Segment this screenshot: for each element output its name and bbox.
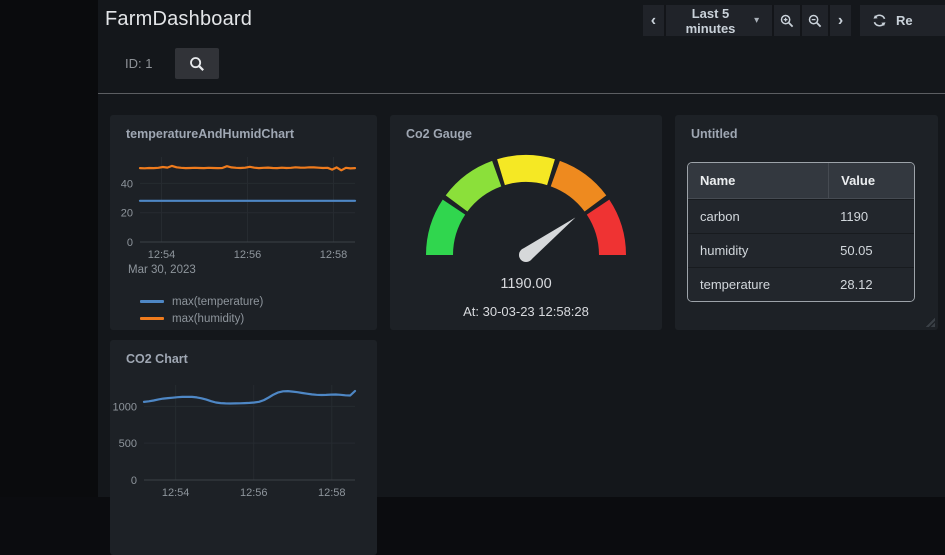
panel-title-temperature-humidity[interactable]: temperatureAndHumidChart bbox=[126, 127, 295, 141]
chart-legend: max(temperature) max(humidity) bbox=[140, 293, 263, 327]
table-row: carbon 1190 bbox=[688, 199, 914, 233]
gauge-value: 1190.00 bbox=[500, 276, 552, 292]
table-row: humidity 50.05 bbox=[688, 233, 914, 267]
time-range-group: ‹ Last 5 minutes ▾ bbox=[643, 5, 851, 36]
legend-label-humidity: max(humidity) bbox=[172, 312, 245, 325]
panel-title-table[interactable]: Untitled bbox=[691, 127, 738, 141]
dashboard-page: FarmDashboard ‹ Last 5 minutes ▾ bbox=[98, 0, 945, 555]
legend-label-temperature: max(temperature) bbox=[172, 295, 264, 308]
cell-name: carbon bbox=[688, 199, 829, 233]
values-table: Name Value carbon 1190 humidity 50.05 te… bbox=[687, 162, 915, 302]
panel-resize-handle[interactable] bbox=[925, 317, 935, 327]
cell-value: 28.12 bbox=[828, 267, 914, 301]
co2-gauge bbox=[426, 155, 626, 262]
panel-temperature-humidity: 12:54 12:56 12:58 0 20 40 Mar 30, 2023 tempera… bbox=[110, 115, 377, 330]
column-header-value[interactable]: Value bbox=[828, 163, 914, 199]
search-button[interactable] bbox=[175, 48, 219, 79]
svg-text:12:56: 12:56 bbox=[234, 249, 262, 261]
legend-swatch-temperature bbox=[140, 300, 164, 303]
panel-title-co2-gauge[interactable]: Co2 Gauge bbox=[406, 127, 472, 141]
column-header-name[interactable]: Name bbox=[688, 163, 829, 199]
legend-item-temperature[interactable]: max(temperature) bbox=[140, 293, 263, 310]
magnifier-minus-icon bbox=[808, 14, 822, 27]
table-header-row: Name Value bbox=[688, 163, 914, 199]
time-range-button[interactable]: Last 5 minutes ▾ bbox=[665, 5, 773, 36]
legend-item-humidity[interactable]: max(humidity) bbox=[140, 310, 263, 327]
panel-title-co2-chart[interactable]: CO2 Chart bbox=[126, 352, 188, 366]
svg-text:12:58: 12:58 bbox=[318, 487, 346, 499]
header-divider bbox=[98, 93, 945, 94]
svg-text:12:56: 12:56 bbox=[240, 487, 268, 499]
search-icon bbox=[190, 56, 204, 71]
svg-text:500: 500 bbox=[119, 438, 137, 450]
refresh-button[interactable]: Re bbox=[860, 5, 945, 36]
svg-text:12:54: 12:54 bbox=[148, 249, 176, 261]
zoom-in-button[interactable] bbox=[774, 5, 801, 36]
time-shift-forward-button[interactable]: › bbox=[830, 5, 851, 36]
panel-table: Untitled Name Value carbon 1190 humidity… bbox=[675, 115, 938, 330]
refresh-label: Re bbox=[896, 13, 913, 28]
chevron-right-icon: › bbox=[837, 11, 844, 29]
table-row: temperature 28.12 bbox=[688, 267, 914, 301]
left-margin bbox=[0, 0, 98, 497]
cell-name: humidity bbox=[688, 233, 829, 267]
zoom-out-button[interactable] bbox=[802, 5, 829, 36]
chevron-down-icon: ▾ bbox=[754, 15, 760, 26]
svg-text:1000: 1000 bbox=[113, 401, 137, 413]
refresh-icon bbox=[873, 14, 886, 27]
variable-id-label[interactable]: ID: 1 bbox=[125, 56, 153, 71]
temperature-humidity-chart[interactable]: 12:54 12:56 12:58 0 20 40 Mar 30, 2023 bbox=[110, 115, 377, 330]
panel-co2-gauge: Co2 Gauge 1190.00 At: 30-03-23 12:58:28 bbox=[390, 115, 662, 330]
time-shift-back-button[interactable]: ‹ bbox=[643, 5, 664, 36]
magnifier-plus-icon bbox=[780, 14, 794, 27]
cell-value: 1190 bbox=[828, 199, 914, 233]
svg-text:12:54: 12:54 bbox=[162, 487, 190, 499]
time-range-label: Last 5 minutes bbox=[685, 5, 736, 36]
chevron-left-icon: ‹ bbox=[650, 11, 657, 29]
refresh-group: Re bbox=[860, 5, 945, 36]
panel-co2-chart: 12:54 12:56 12:58 0 500 1000 CO2 Chart bbox=[110, 340, 377, 555]
cell-name: temperature bbox=[688, 267, 829, 301]
svg-text:40: 40 bbox=[121, 178, 133, 190]
legend-swatch-humidity bbox=[140, 317, 164, 320]
dashboard-title[interactable]: FarmDashboard bbox=[105, 8, 253, 30]
time-controls: ‹ Last 5 minutes ▾ bbox=[643, 5, 945, 36]
svg-text:0: 0 bbox=[131, 475, 137, 487]
svg-text:12:58: 12:58 bbox=[320, 249, 348, 261]
svg-text:Mar 30, 2023: Mar 30, 2023 bbox=[128, 264, 196, 276]
co2-chart[interactable]: 12:54 12:56 12:58 0 500 1000 bbox=[110, 340, 377, 555]
svg-text:20: 20 bbox=[121, 208, 133, 220]
cell-value: 50.05 bbox=[828, 233, 914, 267]
svg-text:0: 0 bbox=[127, 237, 133, 249]
gauge-timestamp: At: 30-03-23 12:58:28 bbox=[463, 304, 589, 319]
